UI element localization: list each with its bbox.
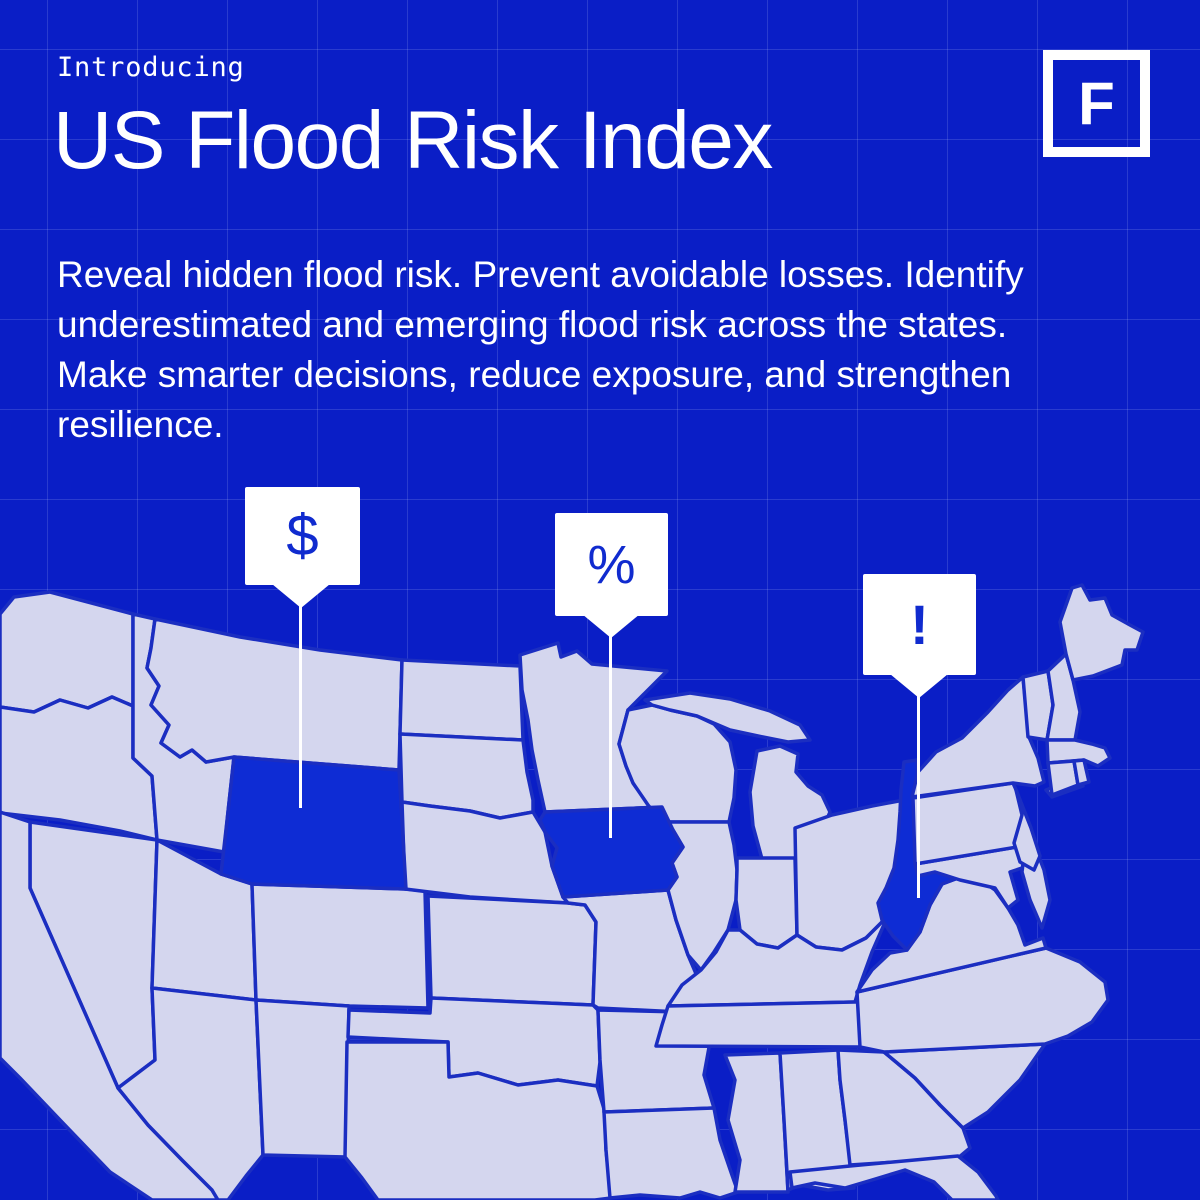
marker-percent-line [609,634,612,838]
state-new-mexico [254,998,351,1159]
state-montana [145,617,404,772]
dollar-icon: $ [286,503,319,568]
percent-icon: % [587,534,636,595]
description-text: Reveal hidden flood risk. Prevent avoida… [57,254,1024,445]
page-title: US Flood Risk Index [53,95,773,186]
state-tennessee [654,1000,886,1049]
state-nebraska [400,800,570,905]
state-michigan-upper [643,691,812,744]
state-louisiana [602,1106,740,1200]
state-iowa [538,805,685,899]
state-kansas [426,894,598,1007]
marker-alert-pointer [890,674,948,698]
marker-percent-pointer [582,614,640,638]
state-maine [1058,583,1145,682]
brand-logo: F [1043,50,1150,157]
state-washington [0,590,135,714]
state-rhode-island [1072,758,1091,787]
eyebrow-label: Introducing [57,52,245,83]
state-new-jersey [1012,788,1042,872]
brand-logo-letter: F [1078,69,1115,137]
marker-alert-box: ! [863,574,976,675]
marker-percent-box: % [555,513,668,616]
state-north-dakota [398,658,525,742]
state-wyoming [219,755,408,891]
state-mississippi [723,1051,790,1194]
marker-dollar-pointer [272,584,330,608]
marker-dollar-line [299,604,302,808]
state-south-carolina [882,1042,1047,1130]
state-colorado [250,882,430,1010]
marker-alert-line [917,694,920,898]
marker-dollar-box: $ [245,487,360,585]
alert-icon: ! [910,592,929,656]
state-north-carolina [855,946,1110,1054]
state-shapes [0,583,1145,1200]
state-florida [788,1154,1000,1200]
